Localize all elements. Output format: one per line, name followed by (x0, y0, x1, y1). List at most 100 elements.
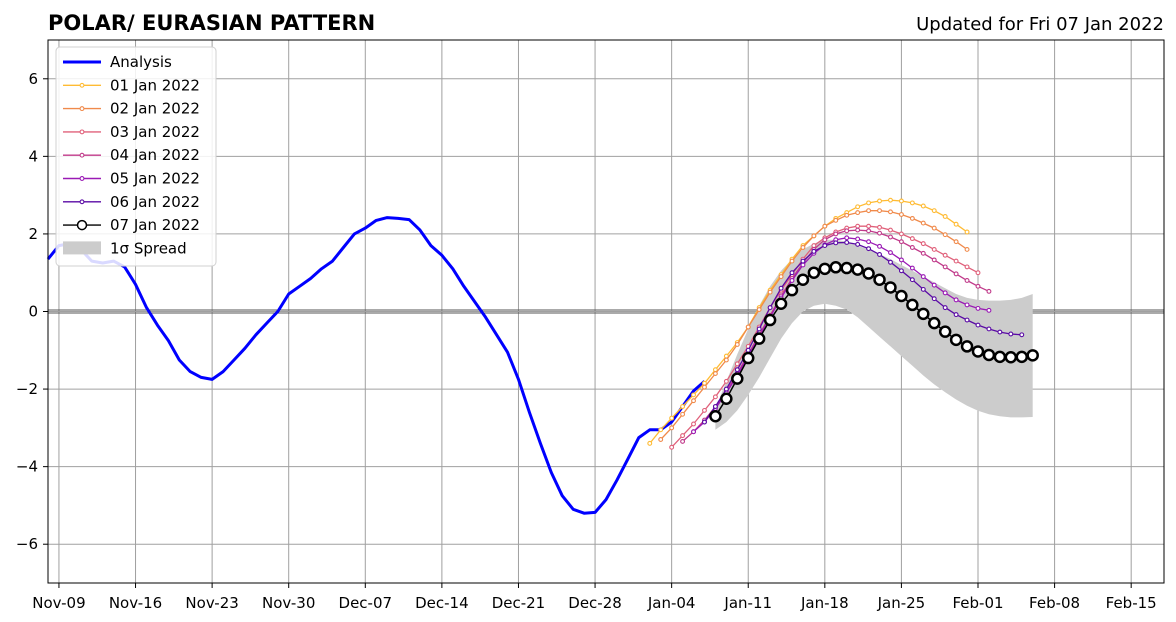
y-tick-label: 2 (28, 225, 38, 243)
forecast-point (942, 305, 948, 311)
legend-label: 05 Jan 2022 (110, 170, 200, 188)
forecast-point (785, 283, 799, 297)
forecast-point (734, 361, 740, 367)
forecast-point (844, 228, 850, 234)
forecast-point (709, 409, 722, 423)
plot-frame (47, 39, 1165, 584)
chart-title: POLAR/ EURASIAN PATTERN (48, 11, 375, 35)
forecast-point (931, 257, 937, 263)
forecast-point (712, 371, 718, 377)
forecast-point (855, 236, 861, 242)
forecast-point (920, 241, 926, 247)
forecast-point (884, 281, 897, 294)
forecast-point (774, 297, 788, 310)
forecast-point (877, 208, 882, 214)
forecast-point (763, 313, 777, 327)
forecast-point (855, 223, 861, 229)
forecast-point (745, 347, 751, 353)
forecast-point (811, 248, 817, 254)
forecast-point (931, 225, 937, 231)
forecast-point (895, 289, 908, 303)
y-tick-label: 4 (28, 147, 38, 165)
forecast-point (982, 348, 996, 362)
forecast-point (712, 404, 718, 409)
forecast-point (866, 208, 872, 214)
forecast-point (942, 252, 948, 258)
forecast-point (953, 312, 959, 318)
legend-marker (79, 129, 85, 135)
legend-swatch (63, 241, 101, 255)
legend-marker (79, 106, 85, 112)
forecast-point (888, 259, 893, 265)
forecast-point (702, 419, 707, 425)
forecast-point (658, 437, 664, 442)
forecast-point (669, 425, 675, 431)
forecast-point (691, 392, 696, 398)
x-tick-label: Feb-15 (1106, 594, 1157, 612)
forecast-point (752, 332, 766, 345)
forecast-point (942, 214, 948, 219)
forecast-point (917, 307, 930, 321)
forecast-point (931, 208, 937, 214)
x-tick-label: Feb-01 (952, 594, 1003, 612)
forecast-point (975, 270, 981, 276)
forecast-point (796, 273, 810, 286)
forecast-point (953, 221, 959, 227)
forecast-point (866, 223, 872, 229)
forecast-point (898, 212, 904, 217)
x-tick-label: Nov-16 (109, 594, 162, 612)
forecast-point (920, 220, 926, 226)
forecast-point (734, 367, 740, 373)
forecast-point (898, 231, 904, 237)
forecast-point (986, 307, 992, 313)
forecast-point (888, 197, 893, 203)
forecast-point (855, 227, 861, 233)
forecast-point (862, 267, 875, 280)
legend-label: 02 Jan 2022 (110, 100, 200, 118)
forecast-point (993, 350, 1007, 364)
forecast-point (833, 240, 839, 246)
forecast-point (720, 392, 733, 406)
legend-marker (79, 152, 85, 158)
analysis-line (46, 216, 706, 515)
forecast-point (756, 307, 762, 313)
forecast-point (927, 316, 941, 330)
forecast-point (888, 234, 893, 240)
forecast-point (953, 258, 959, 264)
forecast-point (909, 236, 915, 242)
forecast-point (1015, 350, 1029, 364)
legend-marker (76, 219, 88, 231)
forecast-point (840, 261, 853, 275)
legend-label: 03 Jan 2022 (110, 123, 200, 141)
forecast-point (680, 411, 686, 417)
y-tick-label: 6 (28, 70, 38, 88)
forecast-point (877, 252, 882, 257)
axis-layer: Nov-09 Nov-16 Nov-23 Nov-30 Dec-07 Dec-14 Dec-… (16, 39, 1165, 612)
forecast-point (680, 438, 686, 444)
legend-label: 04 Jan 2022 (110, 146, 200, 164)
y-tick-label: −6 (16, 535, 38, 553)
forecast-point (975, 283, 981, 289)
x-tick-label: Nov-30 (262, 594, 315, 612)
forecast-point (833, 231, 839, 237)
forecast-point (953, 297, 959, 303)
forecast-point (669, 415, 675, 421)
forecast-point (1004, 351, 1018, 364)
legend-label: 07 Jan 2022 (110, 216, 200, 234)
forecast-point (855, 241, 861, 247)
x-tick-label: Nov-23 (185, 594, 238, 612)
forecast-point (844, 240, 850, 245)
forecast-point (756, 326, 762, 332)
chart-subtitle: Updated for Fri 07 Jan 2022 (916, 14, 1164, 35)
y-tick-label: 0 (28, 303, 38, 321)
forecast-point (855, 210, 861, 216)
forecast-point (975, 322, 981, 328)
forecast-point (906, 298, 919, 312)
forecast-point (877, 224, 882, 230)
forecast-point (702, 384, 707, 390)
legend-label: 06 Jan 2022 (110, 193, 200, 211)
forecast-point (767, 305, 773, 311)
forecast-point (1026, 349, 1039, 362)
forecast-point (888, 250, 893, 255)
